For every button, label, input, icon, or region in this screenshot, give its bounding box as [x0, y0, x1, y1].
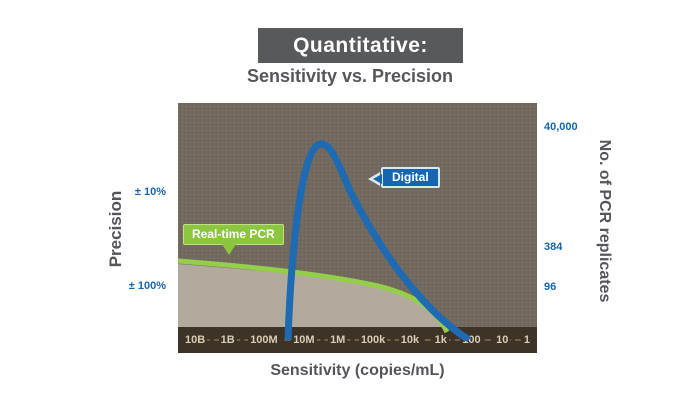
page-title: Quantitative:	[293, 33, 428, 57]
plot-area	[178, 103, 537, 327]
x-axis-tick: 10M	[291, 327, 317, 353]
y-left-tick-10pct: ± 10%	[134, 186, 166, 198]
x-axis-tick: 100M	[248, 327, 280, 353]
x-axis-tick: 100k	[358, 327, 388, 353]
callout-pointer-down-icon	[222, 244, 236, 255]
y-left-tick-100pct: ± 100%	[128, 280, 166, 292]
x-axis-tick: 1B	[218, 327, 237, 353]
realtime-pcr-label: Real-time PCR	[192, 227, 275, 241]
chart-subtitle: Sensitivity vs. Precision	[246, 66, 454, 86]
y-right-tick-96: 96	[544, 281, 557, 293]
x-axis-tick: 100	[460, 327, 483, 353]
x-axis-label: Sensitivity (copies/mL)	[270, 362, 445, 379]
title-box: Quantitative:	[258, 28, 463, 63]
callout-pointer-left-icon	[373, 174, 382, 184]
y-axis-right-label: No. of PCR replicates	[596, 139, 613, 303]
x-axis-tick: 10	[494, 327, 511, 353]
y-right-tick-40000: 40,000	[544, 121, 578, 133]
realtime-pcr-callout: Real-time PCR	[183, 224, 284, 255]
digital-label: Digital	[392, 170, 429, 184]
x-axis-tick: 10B	[183, 327, 208, 353]
x-axis-tick: 1k	[432, 327, 449, 353]
x-axis-tick: 10k	[398, 327, 422, 353]
x-axis-strip: 10B 1B 100M 10M 1M 100k 10k 1k 100 10 1	[178, 327, 537, 353]
digital-callout: Digital	[368, 167, 440, 188]
x-axis-tick: 1M	[328, 327, 348, 353]
x-axis-tick: 1	[521, 327, 532, 353]
y-right-tick-384: 384	[544, 241, 563, 253]
